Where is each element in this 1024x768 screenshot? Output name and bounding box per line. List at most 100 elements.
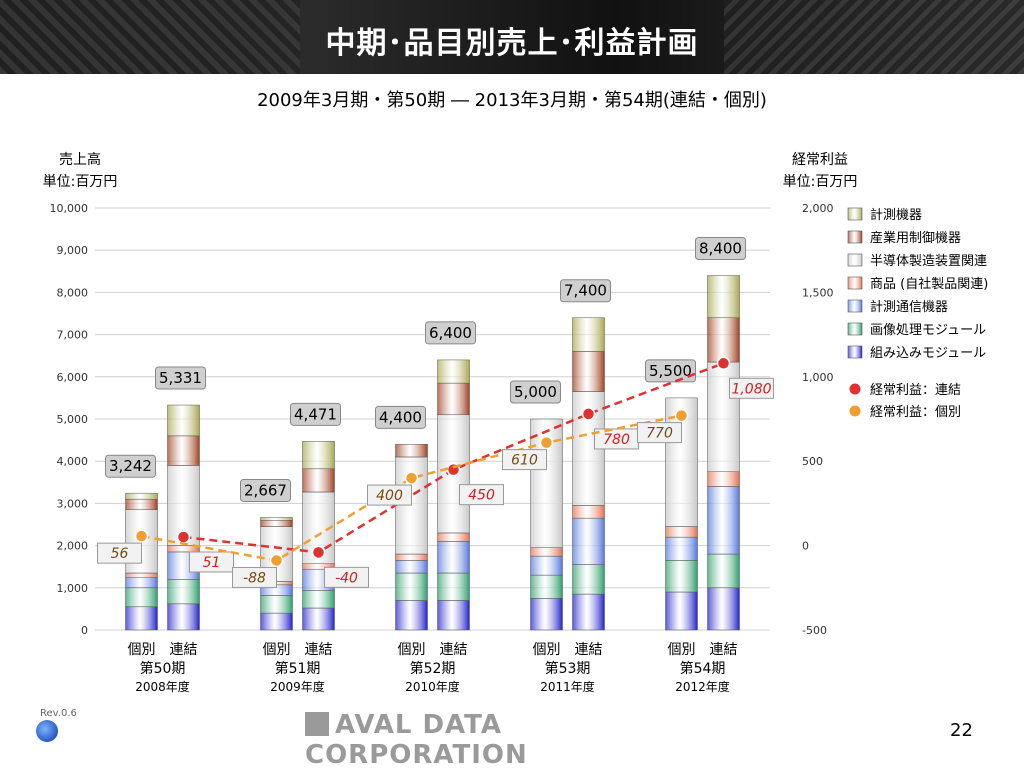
left-tick-label: 10,000 <box>50 202 89 215</box>
right-tick-label: 1,000 <box>802 371 834 384</box>
bar-type-label: 個別 <box>533 642 561 658</box>
bar-type-label: 連結 <box>170 642 198 658</box>
bar-type-label: 連結 <box>440 642 468 658</box>
company-mark-icon <box>305 712 329 736</box>
bar-total-box <box>645 359 696 383</box>
bar-segment <box>437 532 470 542</box>
legend-label: 組み込みモジュール <box>870 346 986 361</box>
bar-segment <box>260 517 293 521</box>
bar-segment <box>707 275 740 318</box>
left-tick-label: 5,000 <box>57 413 89 426</box>
period-label: 第51期 <box>275 660 321 677</box>
bar-segment <box>707 317 740 363</box>
bar-segment <box>302 441 335 470</box>
year-label: 2008年度 <box>135 679 190 694</box>
bar-segment <box>302 468 335 493</box>
bar-segment <box>437 600 470 631</box>
left-tick-label: 8,000 <box>57 286 89 299</box>
bar-segment <box>167 579 200 605</box>
bar-segment <box>302 607 335 631</box>
legend-label: 経常利益：連結 <box>870 383 961 398</box>
bar-segment <box>260 520 293 527</box>
legend-marker <box>848 382 862 396</box>
profit-point <box>311 545 326 560</box>
bar-total-label: 8,400 <box>699 240 742 258</box>
legend-swatch <box>847 276 863 290</box>
bar-total-box <box>560 279 611 303</box>
bar-segment <box>530 555 563 576</box>
bar-total-box <box>155 366 206 390</box>
left-axis-title: 売上高 <box>59 151 101 168</box>
bar-segment <box>707 553 740 589</box>
bar-total-label: 5,000 <box>514 383 557 401</box>
year-label: 2012年度 <box>675 679 730 694</box>
sales-profit-chart: 売上高単位:百万円経常利益単位:百万円01,0002,0003,0004,000… <box>43 151 989 694</box>
right-tick-label: -500 <box>802 624 827 637</box>
bar-segment <box>125 498 158 510</box>
period-label: 第53期 <box>545 660 591 677</box>
bar-total-label: 4,471 <box>294 405 337 423</box>
profit-point <box>176 530 191 544</box>
company-name: AVAL DATA CORPORATION <box>305 710 528 768</box>
profit-label: 56 <box>111 546 129 562</box>
bar-segment <box>572 517 605 565</box>
profit-label: 51 <box>203 555 221 571</box>
legend-swatch <box>847 230 863 244</box>
title-decoration-left <box>0 0 300 74</box>
bar-segment <box>125 492 158 500</box>
legend-label: 産業用制御機器 <box>870 230 961 246</box>
left-tick-label: 0 <box>81 624 88 637</box>
bar-segment <box>125 587 158 608</box>
profit-line <box>141 414 682 562</box>
bar-type-label: 連結 <box>575 642 603 658</box>
bar-segment <box>395 444 428 458</box>
bar-total-label: 5,331 <box>159 369 202 387</box>
right-tick-label: 1,500 <box>802 286 834 299</box>
left-tick-label: 2,000 <box>57 540 89 553</box>
legend-label: 画像処理モジュール <box>870 323 986 338</box>
bar-segment <box>707 486 740 555</box>
profit-point <box>134 529 149 543</box>
profit-line <box>183 362 724 554</box>
year-label: 2009年度 <box>270 679 325 694</box>
bar-total-label: 2,667 <box>244 481 287 499</box>
legend-marker <box>848 404 862 418</box>
left-tick-label: 7,000 <box>57 329 89 342</box>
bar-total-box <box>105 454 156 478</box>
profit-label: 400 <box>376 488 403 504</box>
profit-label-box <box>232 566 277 588</box>
profit-point <box>269 553 284 568</box>
bar-segment <box>572 505 605 519</box>
left-tick-label: 3,000 <box>57 497 89 510</box>
bar-total-label: 6,400 <box>429 324 472 342</box>
bar-segment <box>260 612 293 631</box>
bar-segment <box>707 587 740 631</box>
profit-label-box <box>189 551 234 573</box>
right-tick-label: 500 <box>802 455 823 468</box>
period-label: 第52期 <box>410 660 456 677</box>
bar-segment <box>530 598 563 631</box>
page-number: 22 <box>950 720 973 741</box>
title-bar: 中期･品目別売上･利益計画 <box>0 0 1024 74</box>
bar-total-box <box>375 405 426 429</box>
bar-segment <box>572 593 605 631</box>
left-axis-unit: 単位:百万円 <box>43 174 118 190</box>
revision-label: Rev.0.6 <box>40 708 77 719</box>
bar-segment <box>395 600 428 631</box>
profit-label: 780 <box>603 432 630 448</box>
right-tick-label: 0 <box>802 540 809 553</box>
bar-segment <box>665 560 698 593</box>
legend-swatch <box>847 322 863 336</box>
company-logo: AVAL DATA CORPORATION <box>305 710 725 768</box>
period-label: 第54期 <box>680 660 726 677</box>
bar-total-box <box>240 478 291 502</box>
bar-total-label: 7,400 <box>564 282 607 300</box>
profit-label-box <box>367 484 412 506</box>
legend-swatch <box>847 253 863 267</box>
bar-segment <box>260 595 293 614</box>
profit-point <box>674 408 689 423</box>
right-axis-unit: 単位:百万円 <box>783 174 858 190</box>
legend-label: 半導体製造装置関連 <box>870 254 987 269</box>
bar-total-label: 3,242 <box>109 457 152 475</box>
